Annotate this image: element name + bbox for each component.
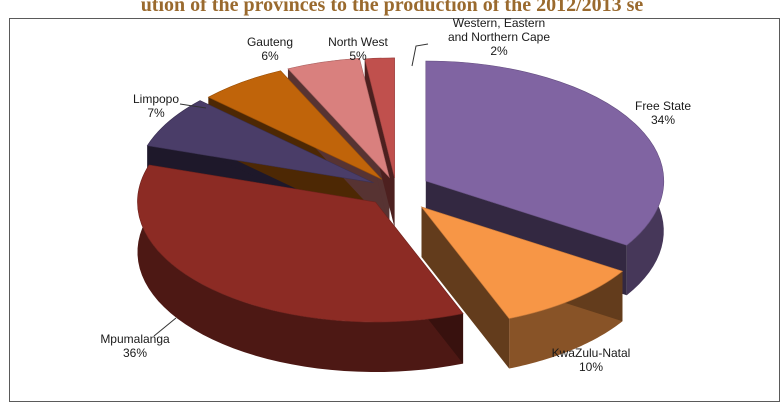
slice-value-label: 2% <box>490 44 508 58</box>
slice-name-line: Western, Eastern <box>453 16 545 30</box>
slice-name-line: Free State <box>635 99 691 113</box>
pie-slice-mpumalanga <box>137 164 464 323</box>
slice-value-label: 34% <box>651 113 675 127</box>
leader-line-2 <box>153 317 177 337</box>
chart-title: ution of the provinces to the production… <box>140 0 644 16</box>
pie-slice-edge-1-1 <box>421 206 510 369</box>
slice-label-2: Mpumalanga 36% <box>100 332 170 360</box>
pie-slice-north-west <box>287 57 390 179</box>
slice-label-5: North West 5% <box>328 35 388 63</box>
slice-value-label: 10% <box>579 360 603 374</box>
slice-label-4: Gauteng 6% <box>247 35 293 63</box>
pie-slice-limpopo <box>146 100 374 184</box>
pie-slice-gauteng <box>207 70 383 180</box>
slice-label-0: Free State 34% <box>635 99 691 127</box>
slice-value-label: 6% <box>261 49 279 63</box>
pie-slice-free-state <box>425 60 665 246</box>
slice-name-line: Limpopo <box>133 92 179 106</box>
leader-line-3 <box>179 103 207 109</box>
slice-name-line: KwaZulu-Natal <box>552 346 631 360</box>
slice-value-label: 7% <box>147 106 165 120</box>
slice-name-line: Mpumalanga <box>100 332 170 346</box>
slice-label-3: Limpopo 7% <box>133 92 179 120</box>
leader-line-6 <box>411 43 429 67</box>
pie-slice-western-eastern-and-northern-cape <box>364 57 395 178</box>
slice-value-label: 36% <box>123 346 147 360</box>
pie-slice-wall-2 <box>137 164 464 373</box>
slice-name-line: Gauteng <box>247 35 293 49</box>
slice-name-line: North West <box>328 35 388 49</box>
slice-value-label: 5% <box>349 49 367 63</box>
pie-slice-kwazulu-natal <box>420 206 624 319</box>
slice-label-6: Western, Eastern and Northern Cape 2% <box>448 16 550 58</box>
slice-name-line: and Northern Cape <box>448 30 550 44</box>
slice-label-1: KwaZulu-Natal 10% <box>552 346 631 374</box>
